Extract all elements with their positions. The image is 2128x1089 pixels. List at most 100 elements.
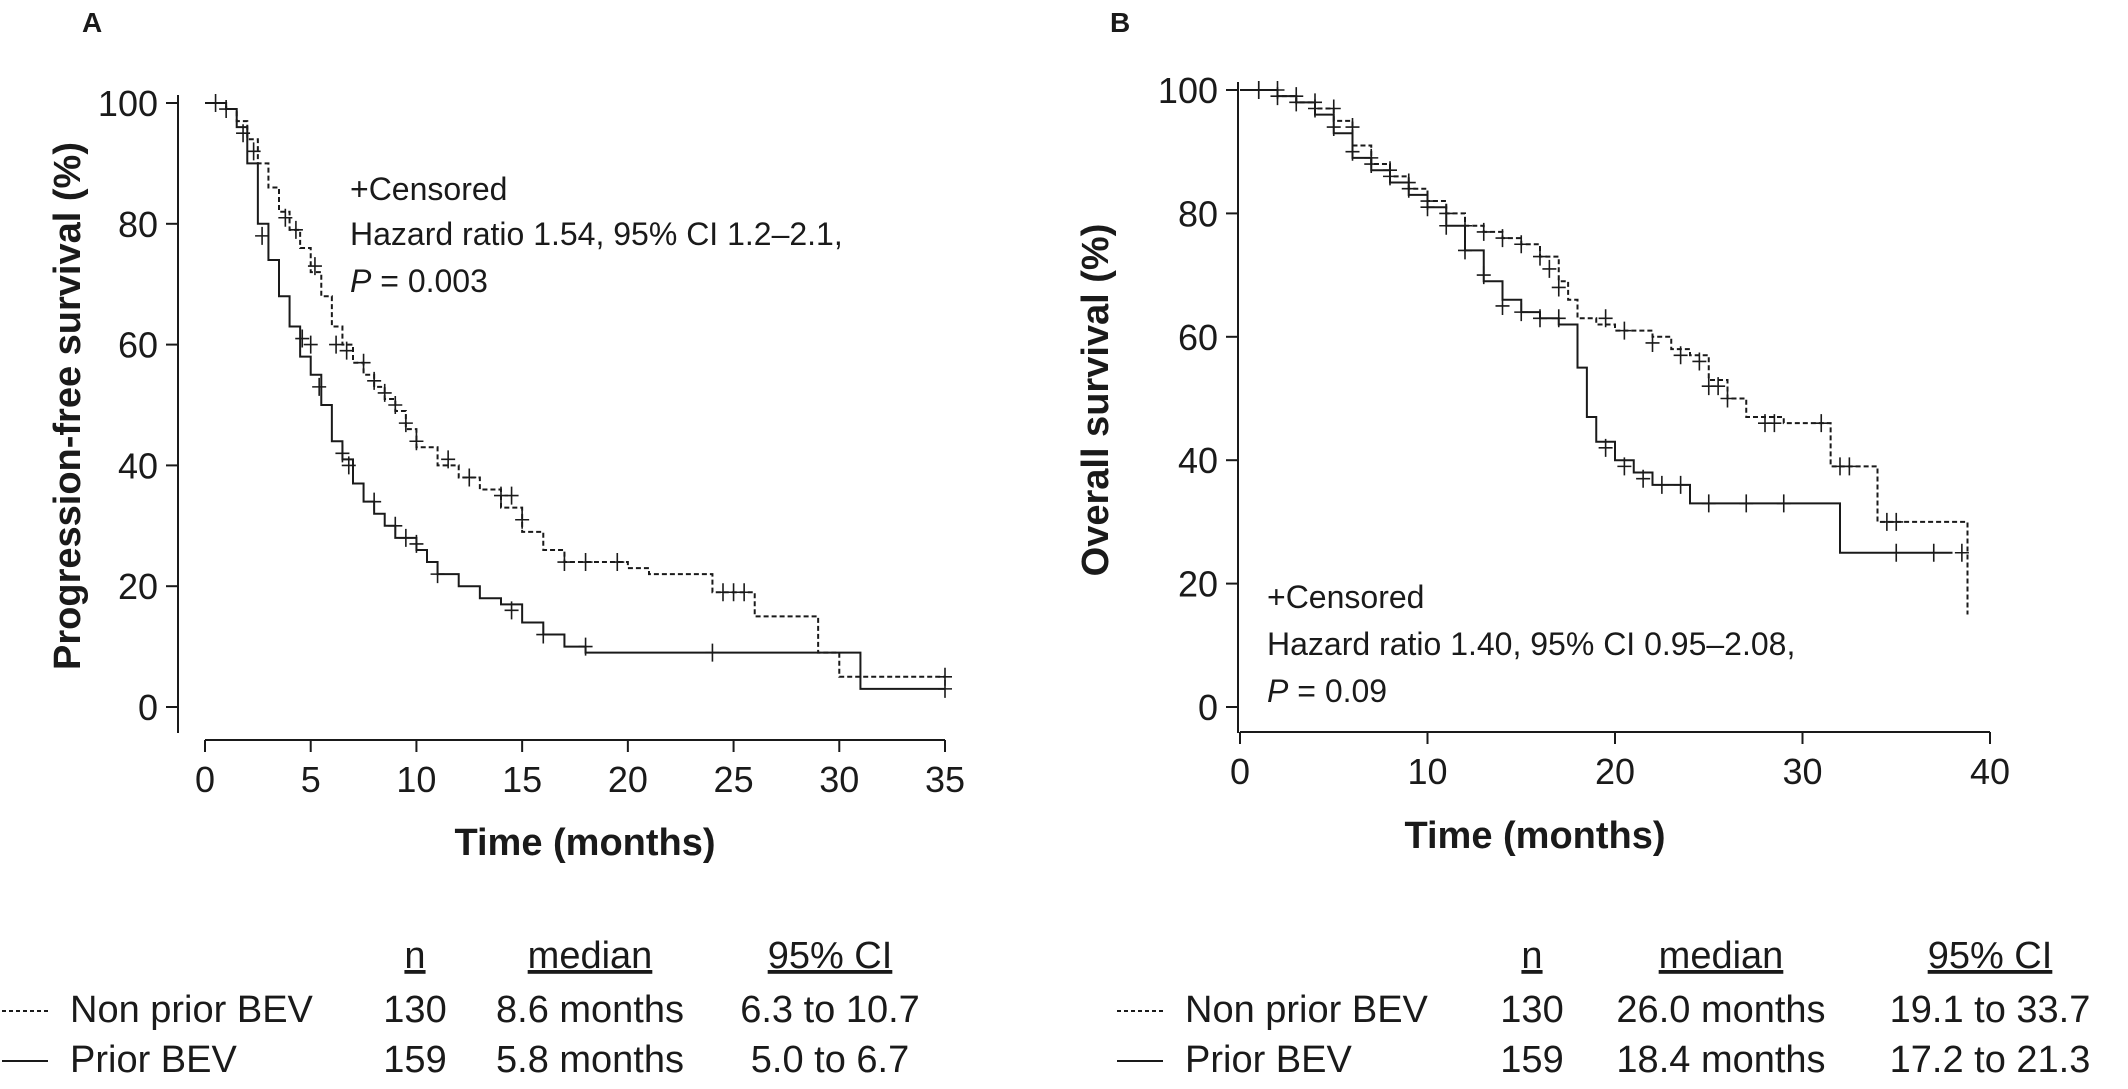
panel-a-y-tick-label: 60 [118, 325, 158, 366]
table-b-row2-label: Prior BEV [1185, 1039, 1352, 1081]
panel-b-censor-mark [1326, 118, 1341, 137]
panel-b-censor-mark [1636, 469, 1651, 488]
panel-b-censor-mark [1720, 389, 1735, 408]
panel-a-p-value: = 0.003 [371, 263, 488, 299]
table-a-row2-median: 5.8 months [496, 1039, 684, 1081]
panel-b-censor-mark [1533, 309, 1547, 328]
panel-b-censor-mark [1345, 142, 1360, 161]
table-b-header-ci: 95% CI [1928, 935, 2053, 977]
panel-b-censor-mark [1308, 99, 1322, 118]
panel-a-censor-mark [536, 625, 551, 644]
panel-b-x-tick-label: 40 [1970, 751, 2010, 792]
panel-b-censor-mark [1514, 235, 1529, 254]
panel-b-y-tick-label: 100 [1158, 70, 1218, 111]
panel-a-censor-mark [737, 583, 752, 602]
panel-b-censor-mark [1814, 414, 1829, 433]
panel-b-summary-table: n median 95% CI Non prior BEV 130 26.0 m… [1117, 935, 2090, 1081]
panel-b-censor-mark [1617, 457, 1632, 476]
panel-b-y-tick-label: 0 [1198, 687, 1218, 728]
panel-a-censor-mark [398, 528, 413, 547]
panel-b-x-tick-label: 10 [1407, 751, 1447, 792]
table-b-row2-n: 159 [1500, 1039, 1563, 1081]
panel-a-censor-mark [409, 534, 424, 553]
panel-b-censor-mark [1439, 216, 1454, 235]
panel-a-censor-mark [430, 565, 445, 584]
panel-a-censor-mark [303, 335, 318, 354]
panel-b-censor-mark [1383, 167, 1397, 186]
panel-b-annotation-hazard: Hazard ratio 1.40, 95% CI 0.95–2.08, [1267, 626, 1795, 662]
panel-a-annotation-hazard: Hazard ratio 1.54, 95% CI 1.2–2.1, [350, 216, 843, 252]
panel-b-censor-mark [1364, 155, 1379, 174]
panel-b-y-tick-label: 40 [1178, 440, 1218, 481]
panel-a-censor-mark [441, 450, 456, 469]
panel-a-y-tick-label: 0 [138, 687, 158, 728]
panel-a-series-non-prior-bev-line [205, 102, 945, 678]
panel-a-x-tick-label: 15 [502, 759, 542, 800]
panel-b-censor-mark [1889, 512, 1904, 531]
panel-a-censor-mark [515, 510, 530, 529]
panel-a-series-prior-bev-line [205, 102, 945, 690]
panel-b-y-title: Overall survival (%) [1075, 224, 1117, 577]
panel-b-censor-mark [1692, 352, 1707, 371]
panel-b-censor-mark [1926, 543, 1941, 562]
panel-a-censor-mark [208, 94, 223, 112]
panel-a-censor-mark [578, 637, 593, 656]
panel-b-label: B [1110, 7, 1130, 38]
table-b-header-n: n [1521, 935, 1542, 977]
panel-a-y-tick-label: 40 [118, 445, 158, 486]
table-a-header-ci: 95% CI [768, 935, 893, 977]
panel-b-censor-mark [1673, 475, 1688, 494]
panel-a-censor-mark [705, 643, 720, 662]
panel-a-censor-mark [367, 371, 382, 390]
panel-a-censor-mark [356, 353, 371, 372]
panel-a-censor-mark [295, 329, 310, 348]
panel-b-censor-mark [1514, 303, 1529, 322]
panel-a-y-tick-label: 20 [118, 566, 158, 607]
panel-b-censor-mark [1645, 333, 1660, 352]
panel-b-censor-mark [1617, 321, 1632, 340]
table-a-row1-n: 130 [383, 989, 446, 1031]
table-b-row1-ci: 19.1 to 33.7 [1890, 989, 2091, 1031]
panel-a-x-tick-label: 20 [608, 759, 648, 800]
panel-a-censor-mark [307, 257, 322, 276]
table-b-row1-n: 130 [1500, 989, 1563, 1031]
panel-b-censor-mark [1289, 93, 1304, 112]
panel-b: B 0 10 20 30 40 0 20 40 60 80 100 Time (months) Ov… [1075, 7, 2010, 857]
panel-a-x-tick-label: 0 [195, 759, 215, 800]
panel-a-y-tick-label: 80 [118, 204, 158, 245]
panel-b-censor-mark [1251, 81, 1266, 99]
panel-a-x-title: Time (months) [454, 822, 715, 864]
panel-a-x-tick-label: 10 [396, 759, 436, 800]
panel-a-censor-mark [938, 679, 952, 698]
panel-b-x-tick-label: 30 [1782, 751, 1822, 792]
panel-b-censor-mark [1476, 266, 1491, 285]
panel-b-censor-mark [1954, 543, 1969, 562]
panel-a-censor-mark [388, 396, 403, 414]
panel-a-censor-mark [246, 142, 261, 161]
panel-b-censor-mark [1551, 278, 1566, 297]
panel-a-plot: 0 5 10 15 20 25 30 35 0 20 40 60 80 100 [98, 83, 965, 800]
panel-b-censor-mark [1551, 309, 1566, 328]
panel-b-censor-mark [1270, 87, 1285, 106]
panel-a-censor-mark [462, 468, 477, 487]
panel-a-censor-mark [504, 486, 519, 505]
panel-a-censor-mark [398, 414, 413, 433]
panel-a-x-tick-label: 5 [301, 759, 321, 800]
table-b-row1-median: 26.0 months [1616, 989, 1825, 1031]
panel-a-annotation-censored: +Censored [350, 171, 507, 207]
panel-a: A 0 5 10 15 20 25 30 35 0 20 40 60 80 100 Time (month… [47, 7, 965, 864]
panel-b-annotation-p: P = 0.09 [1267, 673, 1387, 709]
table-b-header-median: median [1659, 935, 1784, 977]
panel-b-censor-mark [1533, 247, 1547, 266]
panel-a-censor-mark [329, 335, 344, 354]
table-a-header-median: median [528, 935, 653, 977]
panel-b-censor-mark [1842, 457, 1857, 476]
panel-b-censor-mark [1542, 259, 1557, 278]
panel-a-summary-table: n median 95% CI Non prior BEV 130 8.6 mo… [2, 935, 920, 1081]
panel-a-censor-mark [409, 432, 424, 451]
panel-a-y-title: Progression-free survival (%) [47, 142, 89, 670]
panel-a-censor-mark [504, 601, 519, 620]
panel-a-y-tick-label: 100 [98, 83, 158, 124]
table-a-row2-label: Prior BEV [70, 1039, 237, 1081]
